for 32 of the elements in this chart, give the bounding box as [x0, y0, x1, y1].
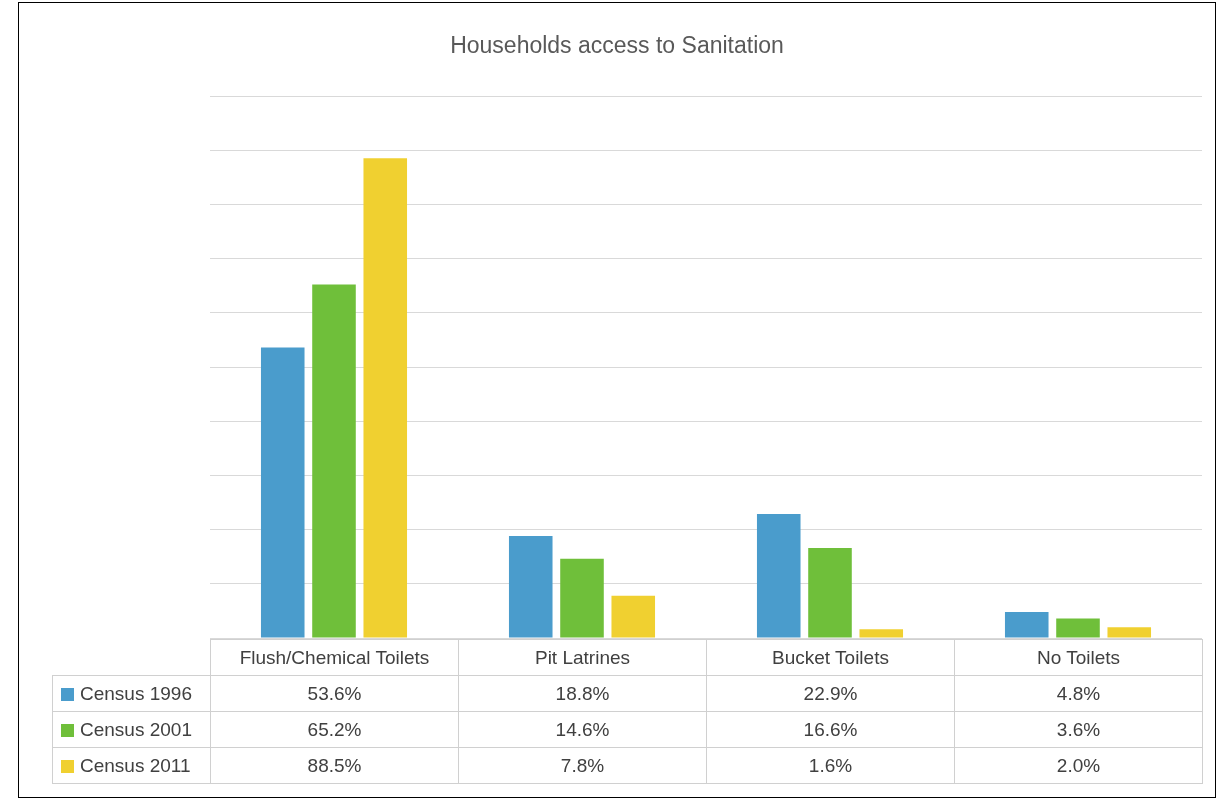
- data-label: 18.8%: [458, 675, 707, 712]
- bar: [859, 629, 904, 638]
- x-tick-label: Pit Latrines: [458, 639, 707, 676]
- data-label: 88.5%: [210, 747, 459, 784]
- bar: [756, 513, 801, 638]
- x-tick-label: Bucket Toilets: [706, 639, 955, 676]
- data-label: 7.8%: [458, 747, 707, 784]
- bar: [1004, 611, 1049, 638]
- bar: [808, 548, 852, 638]
- data-label: 65.2%: [210, 711, 459, 748]
- bar: [560, 558, 604, 638]
- bar: [508, 536, 553, 638]
- bar: [312, 284, 356, 638]
- chart-title: Households access to Sanitation: [449, 32, 785, 59]
- data-label: 16.6%: [706, 711, 955, 748]
- legend-label: Census 2011: [52, 747, 211, 784]
- data-label: 4.8%: [954, 675, 1203, 712]
- data-label: 22.9%: [706, 675, 955, 712]
- data-label: 2.0%: [954, 747, 1203, 784]
- bar: [260, 347, 305, 638]
- bar: [1107, 627, 1152, 638]
- bar: [1056, 618, 1100, 638]
- bar: [611, 595, 656, 638]
- legend-label: Census 2001: [52, 711, 211, 748]
- x-tick-label: Flush/Chemical Toilets: [210, 639, 459, 676]
- data-label: 14.6%: [458, 711, 707, 748]
- data-label: 1.6%: [706, 747, 955, 784]
- bar: [363, 158, 408, 638]
- x-tick-label: No Toilets: [954, 639, 1203, 676]
- legend-label: Census 1996: [52, 675, 211, 712]
- data-label: 53.6%: [210, 675, 459, 712]
- data-label: 3.6%: [954, 711, 1203, 748]
